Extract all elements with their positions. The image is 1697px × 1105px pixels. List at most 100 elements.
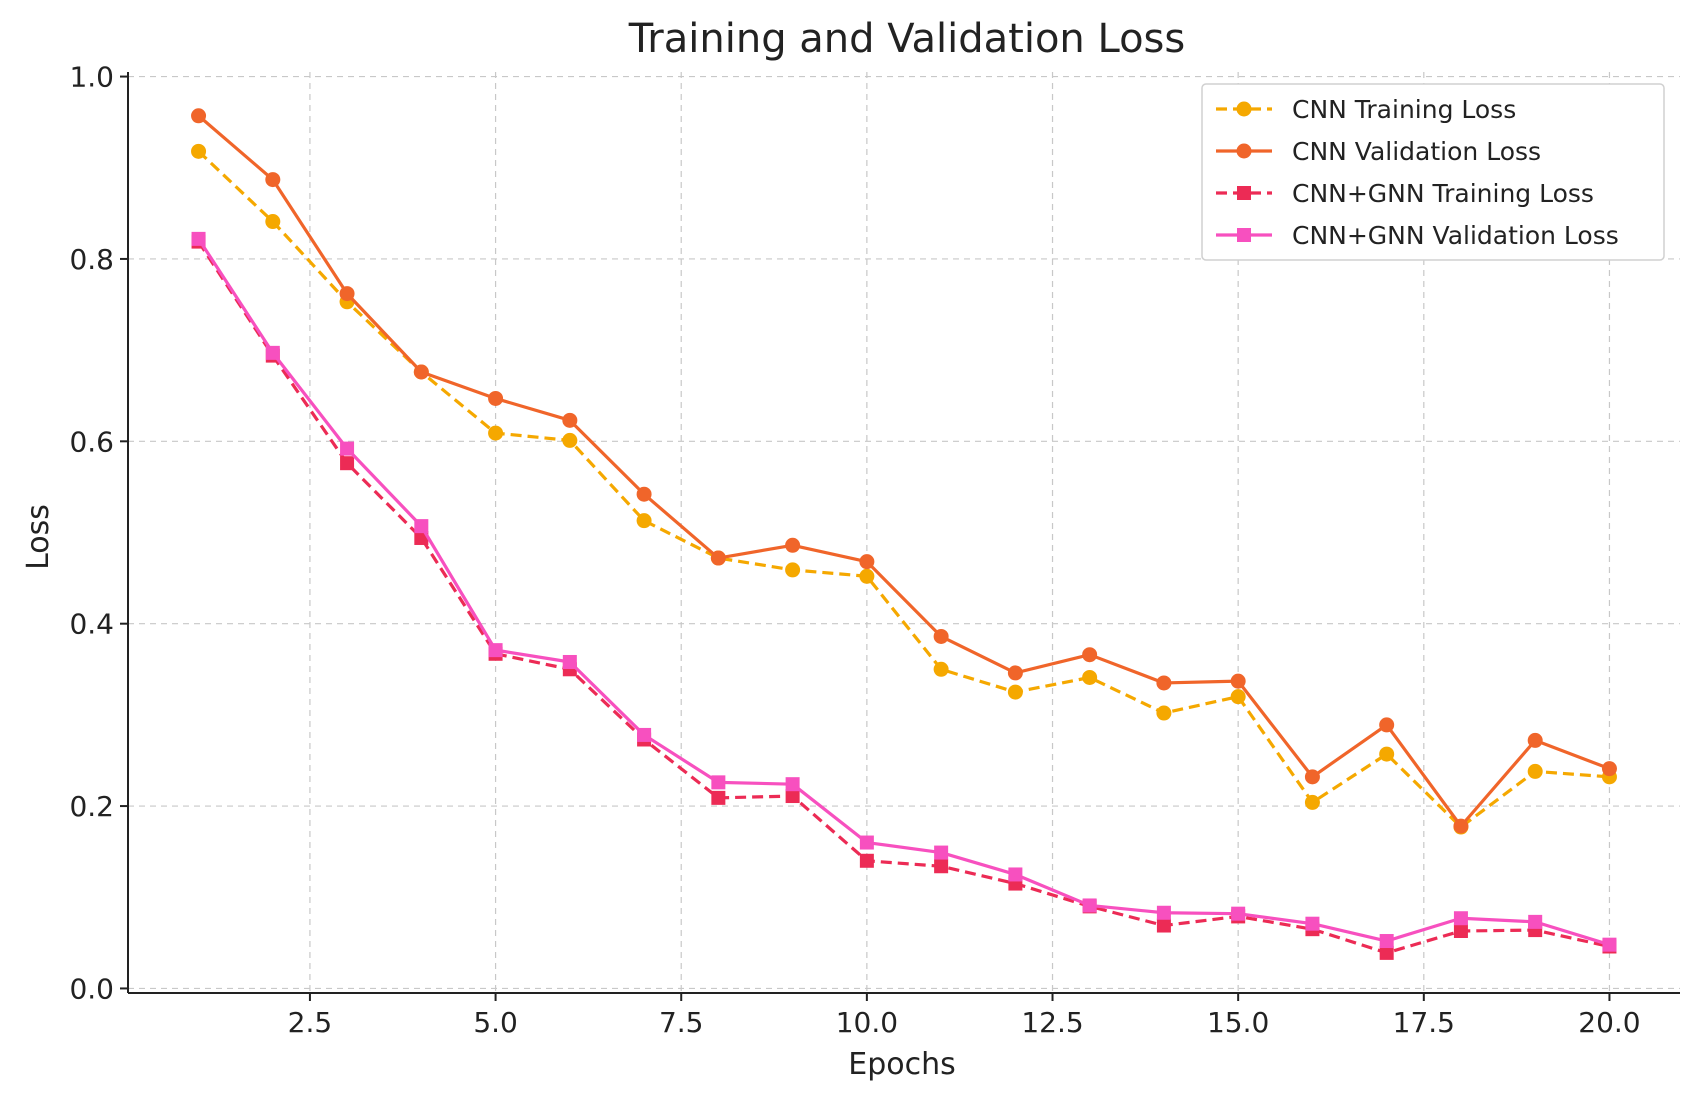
chart-title: Training and Validation Loss: [628, 16, 1185, 62]
data-point: [191, 231, 206, 246]
data-point: [562, 432, 578, 448]
legend-marker: [1236, 143, 1252, 159]
data-point: [488, 425, 504, 441]
x-tick-label: 15.0: [1207, 1006, 1269, 1039]
grid-lines: [128, 72, 1680, 993]
data-point: [636, 486, 652, 502]
axes: [127, 72, 1680, 994]
legend-marker: [1237, 186, 1251, 200]
data-point: [934, 859, 949, 874]
data-point: [413, 364, 429, 380]
data-point: [191, 108, 207, 124]
legend-label: CNN Validation Loss: [1292, 137, 1541, 166]
data-point: [562, 654, 577, 669]
series-line: [197, 240, 1610, 955]
data-point: [1230, 689, 1246, 705]
data-point: [1008, 867, 1023, 882]
y-tick-label: 0.6: [69, 425, 114, 458]
data-point: [265, 172, 281, 188]
data-point: [1230, 673, 1246, 689]
data-point: [1379, 717, 1395, 733]
data-point: [859, 835, 874, 850]
data-point: [1304, 769, 1320, 785]
legend-label: CNN+GNN Validation Loss: [1292, 221, 1619, 250]
data-point: [1379, 945, 1394, 960]
data-point: [1156, 905, 1171, 920]
data-point: [1601, 761, 1617, 777]
data-point: [710, 550, 726, 566]
data-point: [1379, 746, 1395, 762]
legend-box: [1201, 83, 1665, 261]
data-point: [1453, 923, 1468, 938]
series-line: [197, 114, 1611, 828]
series-4: [191, 231, 1617, 952]
series-line: [197, 237, 1610, 947]
data-point: [488, 390, 504, 406]
data-point: [488, 643, 503, 658]
data-point: [265, 214, 281, 230]
data-point: [1082, 898, 1097, 913]
data-point: [1156, 918, 1171, 933]
data-point: [933, 661, 949, 677]
data-point: [1304, 794, 1320, 810]
data-point: [339, 286, 355, 302]
series-2: [191, 108, 1617, 834]
data-point: [711, 775, 726, 790]
y-tick-label: 0.8: [69, 243, 114, 276]
data-point: [934, 845, 949, 860]
x-tick-label: 2.5: [288, 1006, 333, 1039]
x-axis-label: Epochs: [848, 1047, 956, 1082]
data-point: [414, 519, 429, 534]
legend-marker: [1236, 101, 1252, 117]
legend-entry: CNN Validation Loss: [1216, 137, 1541, 166]
x-axis-ticks: 2.5 5.0 7.5 10.0 12.5 15.0 17.5 20.0: [288, 993, 1641, 1039]
data-point: [1231, 906, 1246, 921]
data-point: [933, 628, 949, 644]
series-group: [191, 108, 1617, 960]
x-tick-label: 12.5: [1021, 1006, 1083, 1039]
y-tick-label: 0.4: [69, 608, 114, 641]
data-point: [1453, 911, 1468, 926]
data-point: [1156, 675, 1172, 691]
data-point: [1007, 684, 1023, 700]
y-axis-ticks: 0.0 0.2 0.4 0.6 0.8 1.0: [69, 61, 128, 1005]
legend-entry: CNN+GNN Training Loss: [1216, 179, 1594, 208]
x-tick-label: 20.0: [1578, 1006, 1640, 1039]
legend-label: CNN+GNN Training Loss: [1292, 179, 1594, 208]
series-line: [197, 150, 1610, 829]
data-point: [340, 456, 355, 471]
data-point: [859, 554, 875, 570]
x-tick-label: 10.0: [836, 1006, 898, 1039]
y-tick-label: 0.2: [69, 790, 114, 823]
data-point: [1527, 763, 1543, 779]
legend: CNN Training Loss CNN Validation Loss CNN+…: [1201, 83, 1665, 261]
y-axis-label: Loss: [21, 504, 56, 570]
data-point: [562, 412, 578, 428]
data-point: [340, 441, 355, 456]
data-point: [265, 345, 280, 360]
data-point: [785, 789, 800, 804]
data-point: [1453, 818, 1469, 834]
data-point: [1528, 914, 1543, 929]
data-point: [1156, 705, 1172, 721]
data-point: [1305, 916, 1320, 931]
data-point: [1082, 669, 1098, 685]
data-point: [191, 143, 207, 159]
x-tick-label: 17.5: [1393, 1006, 1455, 1039]
y-tick-label: 1.0: [69, 61, 114, 94]
legend-entry: CNN+GNN Validation Loss: [1216, 221, 1619, 250]
data-point: [859, 568, 875, 584]
data-point: [636, 513, 652, 529]
x-tick-label: 5.0: [473, 1006, 518, 1039]
legend-entry: CNN Training Loss: [1216, 95, 1516, 124]
data-point: [1602, 937, 1617, 952]
y-tick-label: 0.0: [69, 972, 114, 1005]
data-point: [785, 777, 800, 792]
legend-label: CNN Training Loss: [1292, 95, 1516, 124]
legend-marker: [1237, 228, 1251, 242]
data-point: [1082, 647, 1098, 663]
data-point: [1527, 732, 1543, 748]
data-point: [637, 727, 652, 742]
